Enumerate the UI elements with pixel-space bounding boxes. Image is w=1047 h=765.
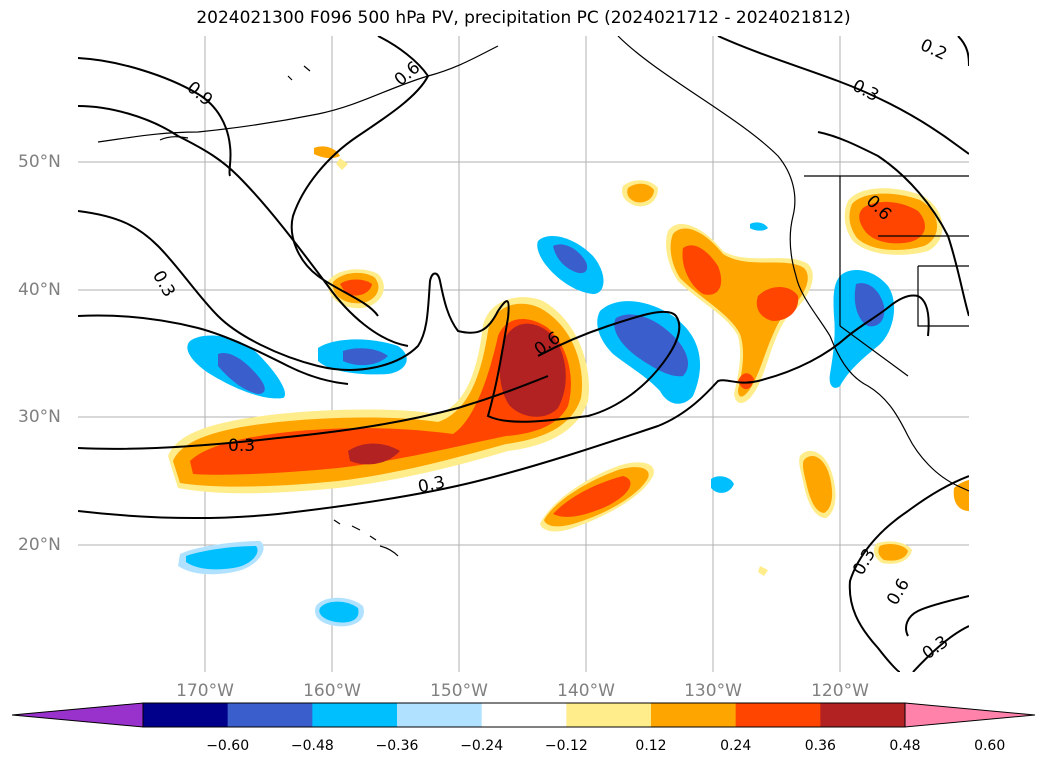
colorbar-segment [312,703,398,727]
colorbar-extend-min [12,702,144,728]
colorbar-tick-label: 0.24 [720,738,752,754]
lon-label-150w: 150°W [430,681,488,701]
pv-contours [78,36,969,672]
colorbar-segment [227,703,313,727]
colorbar-tick-label: 0.36 [804,738,836,754]
colorbar-segment [735,703,821,727]
colorbar-tick-label: 0.48 [889,738,921,754]
lon-label-130w: 130°W [684,681,742,701]
contour-label: 0.3 [228,436,256,456]
map-title: 2024021300 F096 500 hPa PV, precipitatio… [196,8,851,28]
map-plot [78,36,969,672]
lon-label-160w: 160°W [303,681,361,701]
colorbar-segment [820,703,906,727]
colorbar-tick-label: 0.60 [974,738,1006,754]
lon-label-140w: 140°W [557,681,615,701]
colorbar-segment [651,703,737,727]
colorbar-tick-label: −0.24 [460,738,504,754]
colorbar-tick-label: −0.60 [206,738,250,754]
precip-shading [168,146,969,627]
colorbar-segment [566,703,652,727]
colorbar-tick-label: −0.36 [375,738,419,754]
colorbar-segment [397,703,483,727]
colorbar-tick-label: 0.12 [635,738,667,754]
colorbar-tick-label: −0.12 [544,738,588,754]
lon-label-170w: 170°W [176,681,234,701]
colorbar-extend-max [904,702,1035,728]
colorbar-segment [143,703,229,727]
colorbar-segment [481,703,567,727]
colorbar-tick-label: −0.48 [290,738,334,754]
coastlines [97,36,969,557]
lon-label-120w: 120°W [811,681,869,701]
colorbar [12,702,1035,728]
lat-label-40n: 40°N [18,280,61,300]
lat-label-20n: 20°N [18,535,61,555]
lat-label-30n: 30°N [18,407,61,427]
lat-label-50n: 50°N [18,152,61,172]
